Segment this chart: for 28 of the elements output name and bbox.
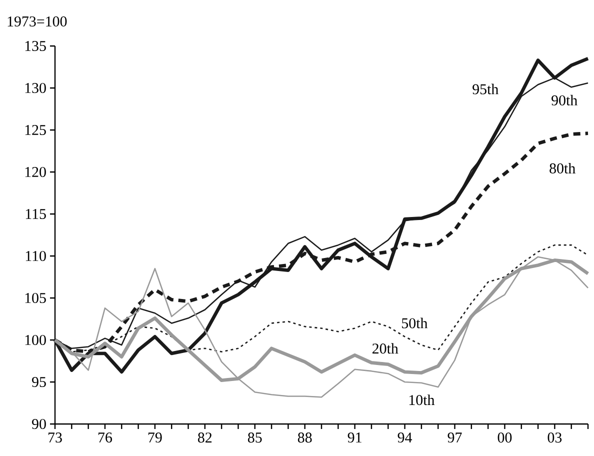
x-tick-label: 76 xyxy=(98,432,112,443)
x-tick-label: 79 xyxy=(148,432,162,443)
series-label: 20th xyxy=(372,343,398,354)
series-label: 10th xyxy=(409,394,435,406)
x-tick-label: 97 xyxy=(448,432,462,443)
series-label: 90th xyxy=(552,94,578,106)
y-tick-label: 135 xyxy=(25,40,46,52)
series-label: 95th xyxy=(472,84,498,94)
y-tick-label: 105 xyxy=(25,292,46,304)
x-tick-label: 73 xyxy=(48,432,62,443)
x-tick-label: 85 xyxy=(248,432,262,443)
y-tick-label: 110 xyxy=(26,250,46,262)
y-tick-label: 125 xyxy=(25,124,46,136)
y-axis-title: 1973=100 xyxy=(8,16,67,26)
y-tick-label: 120 xyxy=(25,166,46,178)
x-tick-label: 94 xyxy=(398,432,412,443)
y-tick-label: 95 xyxy=(32,376,46,388)
y-tick-label: 100 xyxy=(25,334,46,346)
y-tick-label: 115 xyxy=(26,209,46,219)
x-tick-label: 91 xyxy=(348,432,362,443)
x-tick-label: 00 xyxy=(498,432,512,443)
x-tick-label: 82 xyxy=(198,432,212,443)
x-tick-label: 03 xyxy=(548,432,562,443)
x-tick-label: 88 xyxy=(298,432,312,443)
y-tick-label: 90 xyxy=(32,418,46,430)
y-tick-label: 130 xyxy=(25,82,46,94)
series-label: 80th xyxy=(550,162,576,174)
series-label: 50th xyxy=(402,318,428,328)
